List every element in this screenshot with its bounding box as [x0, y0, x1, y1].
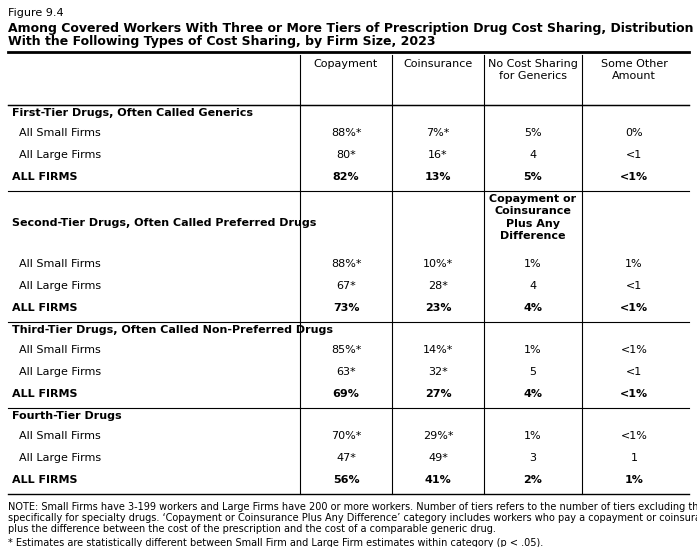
Text: 16*: 16* — [428, 150, 447, 160]
Text: All Large Firms: All Large Firms — [12, 453, 101, 463]
Text: <1: <1 — [626, 367, 642, 377]
Text: 88%*: 88%* — [331, 128, 361, 138]
Text: 32*: 32* — [428, 367, 448, 377]
Text: <1%: <1% — [620, 345, 648, 355]
Text: All Large Firms: All Large Firms — [12, 367, 101, 377]
Text: <1: <1 — [626, 281, 642, 291]
Text: 85%*: 85%* — [331, 345, 361, 355]
Text: 3: 3 — [530, 453, 537, 463]
Text: 1%: 1% — [524, 431, 542, 441]
Text: 47*: 47* — [336, 453, 356, 463]
Text: 28*: 28* — [428, 281, 448, 291]
Text: 27%: 27% — [424, 389, 452, 399]
Text: Third-Tier Drugs, Often Called Non-Preferred Drugs: Third-Tier Drugs, Often Called Non-Prefe… — [12, 325, 333, 335]
Text: <1: <1 — [626, 150, 642, 160]
Text: 2%: 2% — [523, 475, 542, 485]
Text: specifically for specialty drugs. ‘Copayment or Coinsurance Plus Any Difference’: specifically for specialty drugs. ‘Copay… — [8, 513, 697, 523]
Text: * Estimates are statistically different between Small Firm and Large Firm estima: * Estimates are statistically different … — [8, 538, 543, 547]
Text: 41%: 41% — [424, 475, 452, 485]
Text: ALL FIRMS: ALL FIRMS — [12, 303, 77, 313]
Text: <1%: <1% — [620, 172, 648, 182]
Text: Coinsurance: Coinsurance — [404, 59, 473, 69]
Text: NOTE: Small Firms have 3-199 workers and Large Firms have 200 or more workers. N: NOTE: Small Firms have 3-199 workers and… — [8, 502, 697, 512]
Text: 1%: 1% — [524, 345, 542, 355]
Text: All Small Firms: All Small Firms — [12, 431, 101, 441]
Text: All Large Firms: All Large Firms — [12, 150, 101, 160]
Text: 1: 1 — [631, 453, 638, 463]
Text: 0%: 0% — [625, 128, 643, 138]
Text: Among Covered Workers With Three or More Tiers of Prescription Drug Cost Sharing: Among Covered Workers With Three or More… — [8, 22, 694, 35]
Text: ALL FIRMS: ALL FIRMS — [12, 389, 77, 399]
Text: Copayment or
Coinsurance
Plus Any
Difference: Copayment or Coinsurance Plus Any Differ… — [489, 194, 576, 241]
Text: 5: 5 — [530, 367, 537, 377]
Text: 69%: 69% — [332, 389, 360, 399]
Text: 49*: 49* — [428, 453, 448, 463]
Text: Second-Tier Drugs, Often Called Preferred Drugs: Second-Tier Drugs, Often Called Preferre… — [12, 218, 316, 228]
Text: 5%: 5% — [523, 172, 542, 182]
Text: All Large Firms: All Large Firms — [12, 281, 101, 291]
Text: 56%: 56% — [332, 475, 360, 485]
Text: plus the difference between the cost of the prescription and the cost of a compa: plus the difference between the cost of … — [8, 524, 496, 534]
Text: 73%: 73% — [332, 303, 359, 313]
Text: Fourth-Tier Drugs: Fourth-Tier Drugs — [12, 411, 121, 421]
Text: 29%*: 29%* — [423, 431, 453, 441]
Text: ALL FIRMS: ALL FIRMS — [12, 475, 77, 485]
Text: 4: 4 — [530, 281, 537, 291]
Text: All Small Firms: All Small Firms — [12, 345, 101, 355]
Text: Some Other
Amount: Some Other Amount — [601, 59, 668, 82]
Text: 10%*: 10%* — [423, 259, 453, 269]
Text: 4%: 4% — [523, 389, 542, 399]
Text: 1%: 1% — [625, 475, 643, 485]
Text: 23%: 23% — [424, 303, 451, 313]
Text: 4%: 4% — [523, 303, 542, 313]
Text: 67*: 67* — [336, 281, 356, 291]
Text: 88%*: 88%* — [331, 259, 361, 269]
Text: <1%: <1% — [620, 389, 648, 399]
Text: 82%: 82% — [332, 172, 360, 182]
Text: 1%: 1% — [625, 259, 643, 269]
Text: No Cost Sharing
for Generics: No Cost Sharing for Generics — [488, 59, 578, 82]
Text: All Small Firms: All Small Firms — [12, 128, 101, 138]
Text: 13%: 13% — [424, 172, 451, 182]
Text: 1%: 1% — [524, 259, 542, 269]
Text: With the Following Types of Cost Sharing, by Firm Size, 2023: With the Following Types of Cost Sharing… — [8, 35, 436, 48]
Text: 5%: 5% — [524, 128, 542, 138]
Text: <1%: <1% — [620, 431, 648, 441]
Text: 4: 4 — [530, 150, 537, 160]
Text: 70%*: 70%* — [331, 431, 361, 441]
Text: Figure 9.4: Figure 9.4 — [8, 8, 63, 18]
Text: First-Tier Drugs, Often Called Generics: First-Tier Drugs, Often Called Generics — [12, 108, 253, 118]
Text: <1%: <1% — [620, 303, 648, 313]
Text: 80*: 80* — [336, 150, 356, 160]
Text: Copayment: Copayment — [314, 59, 378, 69]
Text: 14%*: 14%* — [423, 345, 453, 355]
Text: 63*: 63* — [336, 367, 355, 377]
Text: ALL FIRMS: ALL FIRMS — [12, 172, 77, 182]
Text: 7%*: 7%* — [427, 128, 450, 138]
Text: All Small Firms: All Small Firms — [12, 259, 101, 269]
